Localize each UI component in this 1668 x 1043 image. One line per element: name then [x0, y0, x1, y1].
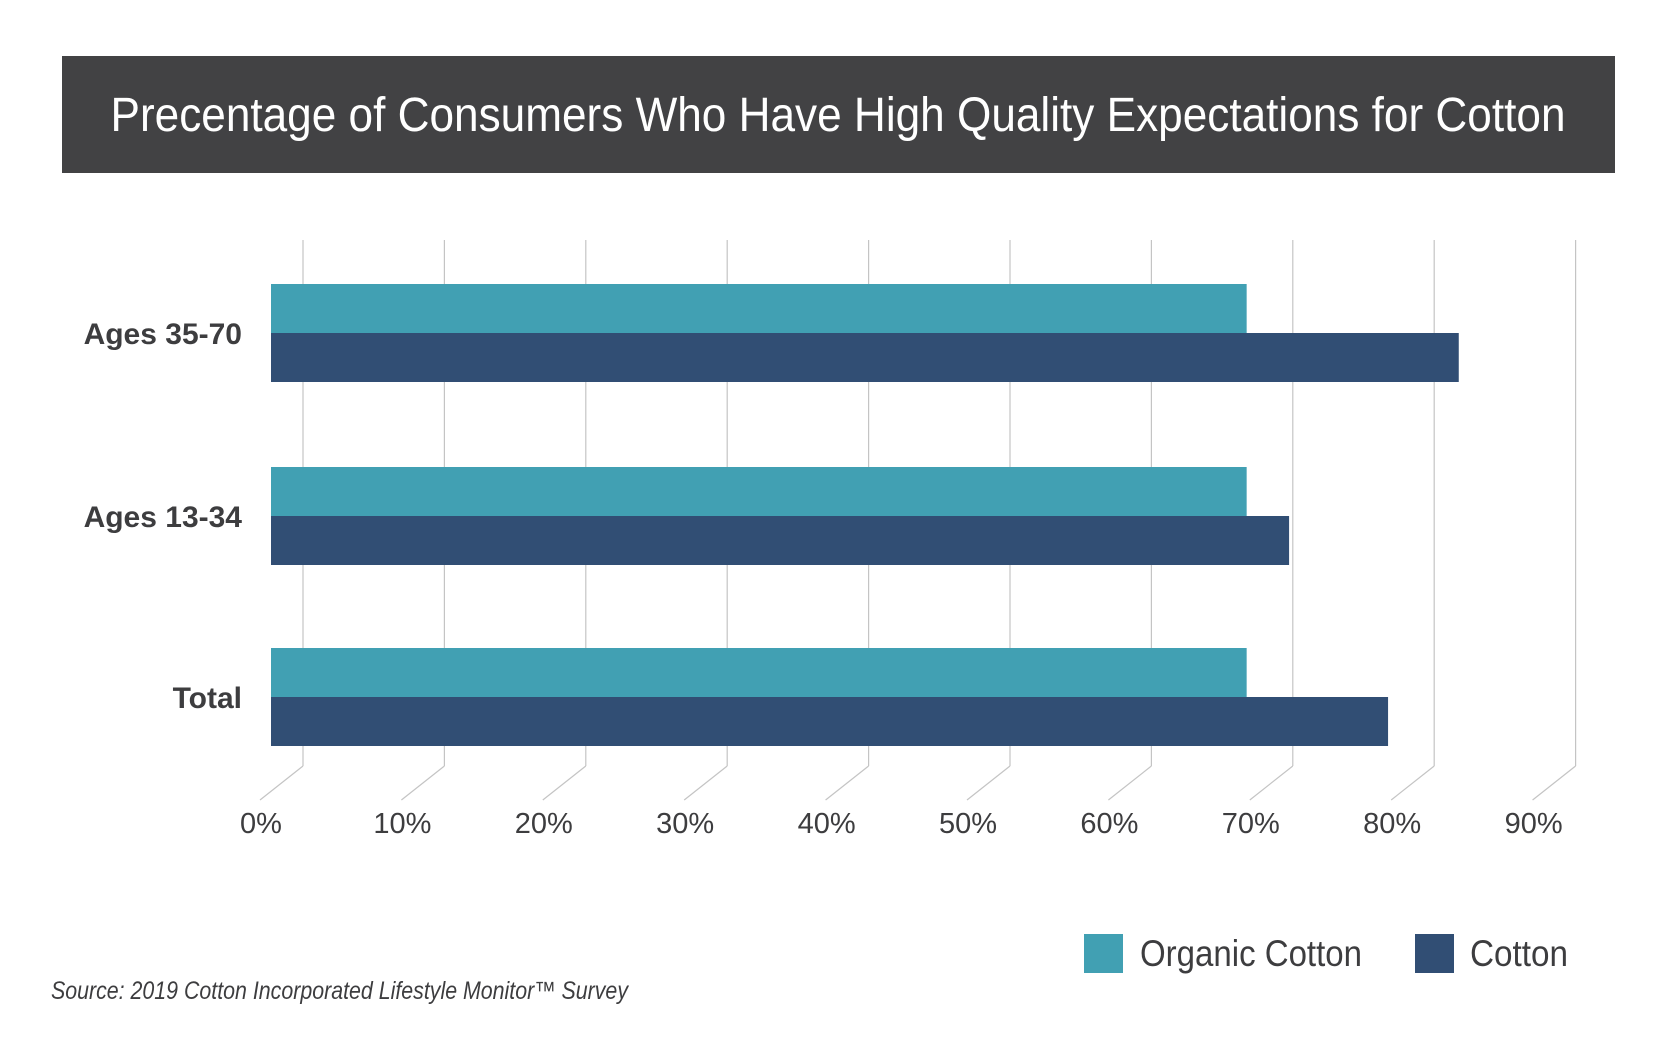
chart-title: Precentage of Consumers Who Have High Qu… [111, 89, 1566, 142]
x-tick-label: 40% [798, 808, 856, 840]
bar-cotton [271, 333, 1459, 382]
x-tick-label: 90% [1505, 808, 1563, 840]
legend: Organic Cotton Cotton [1084, 933, 1568, 974]
x-tick-label: 60% [1080, 808, 1138, 840]
legend-label-cotton: Cotton [1470, 933, 1568, 974]
gridline-floor [683, 765, 728, 801]
x-tick-label: 80% [1363, 808, 1421, 840]
bar-cotton [271, 697, 1389, 746]
gridline-floor [825, 765, 869, 801]
legend-swatch-organic-cotton [1084, 934, 1123, 973]
x-tick-label: 10% [373, 808, 431, 840]
bar-organic-cotton [271, 467, 1247, 516]
category-label: Total [173, 682, 242, 715]
source-note: Source: 2019 Cotton Incorporated Lifesty… [51, 977, 629, 1005]
gridline-floor [1108, 765, 1152, 801]
title-bar [62, 56, 1615, 173]
x-tick-label: 50% [939, 808, 997, 840]
bar-organic-cotton [271, 284, 1247, 333]
gridline-floor [401, 765, 445, 801]
gridline-floor [1390, 765, 1435, 801]
gridline-floor [542, 765, 587, 801]
x-tick-label: 70% [1222, 808, 1280, 840]
category-label: Ages 35-70 [84, 318, 242, 351]
x-tick-label: 0% [240, 808, 282, 840]
gridline-floor [1249, 765, 1294, 801]
gridline-floor [259, 765, 304, 801]
bar-cotton [271, 516, 1290, 565]
category-label: Ages 13-34 [84, 501, 243, 534]
gridline-floor [1532, 765, 1576, 801]
x-tick-labels: 0% 10% 20% 30% 40% 50% 60% 70% 80% 90% [240, 808, 1563, 840]
legend-label-organic-cotton: Organic Cotton [1140, 933, 1362, 974]
legend-swatch-cotton [1415, 934, 1454, 973]
bar-organic-cotton [271, 648, 1247, 697]
gridline-floor [966, 765, 1011, 801]
x-tick-label: 30% [656, 808, 714, 840]
category-labels: Ages 35-70 Ages 13-34 Total [84, 318, 243, 715]
x-tick-label: 20% [515, 808, 573, 840]
bars [271, 284, 1459, 746]
